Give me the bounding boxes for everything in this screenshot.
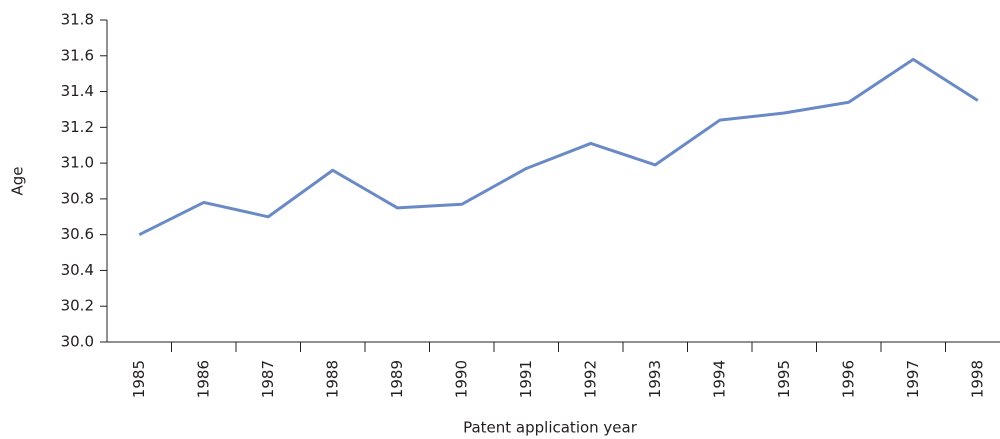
y-tick-label: 30.2: [61, 297, 94, 315]
x-tick-label: 1996: [839, 360, 857, 398]
y-tick-label: 31.2: [61, 118, 94, 136]
y-tick-label: 30.8: [61, 189, 94, 207]
y-tick-label: 30.6: [61, 225, 94, 243]
y-tick-label: 30.0: [61, 333, 94, 351]
y-axis-title: Age: [9, 166, 27, 195]
x-tick-label: 1988: [323, 360, 341, 398]
y-tick-label: 31.0: [61, 154, 94, 172]
x-tick-label: 1987: [259, 360, 277, 398]
x-tick-label: 1995: [775, 360, 793, 398]
x-tick-label: 1993: [646, 360, 664, 398]
x-tick-label: 1997: [904, 360, 922, 398]
x-tick-label: 1985: [130, 360, 148, 398]
x-axis-title: Patent application year: [463, 419, 638, 437]
x-tick-label: 1998: [968, 360, 986, 398]
x-tick-label: 1990: [452, 360, 470, 398]
y-tick-label: 31.8: [61, 11, 94, 29]
x-tick-label: 1989: [388, 360, 406, 398]
x-tick-label: 1994: [710, 360, 728, 398]
x-tick-label: 1992: [581, 360, 599, 398]
x-tick-label: 1986: [194, 360, 212, 398]
line-series: [138, 57, 979, 237]
y-tick-label: 30.4: [61, 261, 94, 279]
x-tick-label: 1991: [517, 360, 535, 398]
y-tick-label: 31.6: [61, 46, 94, 64]
y-tick-label: 31.4: [61, 82, 94, 100]
